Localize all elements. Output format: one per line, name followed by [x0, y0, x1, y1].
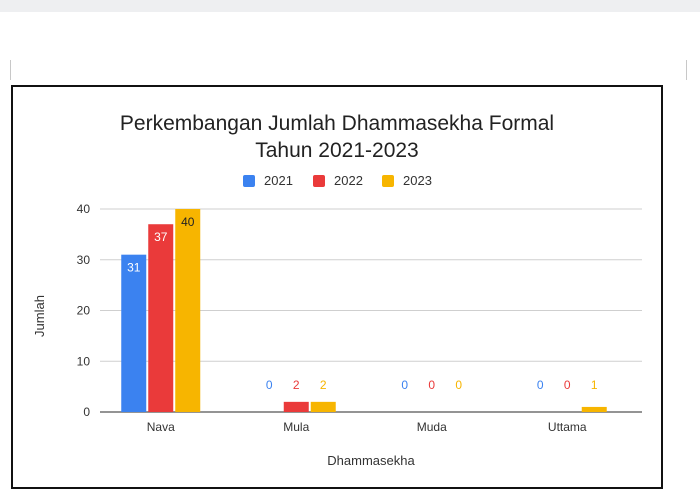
y-tick-label: 0	[83, 405, 90, 419]
y-tick-label: 40	[77, 202, 91, 216]
bar	[148, 224, 174, 412]
chart-frame[interactable]	[11, 85, 663, 489]
bar	[175, 209, 201, 412]
data-label: 40	[181, 215, 195, 229]
data-label: 2	[320, 378, 327, 392]
data-label: 0	[428, 378, 435, 392]
data-label: 31	[127, 261, 141, 275]
bar	[310, 401, 336, 412]
data-label: 0	[401, 378, 408, 392]
bar	[581, 406, 607, 412]
data-label: 0	[564, 378, 571, 392]
legend-swatch-2022	[313, 174, 325, 187]
x-tick-label: Muda	[417, 420, 447, 434]
chart-subtitle: Tahun 2021-2023	[255, 139, 419, 162]
page-corner-mark-left	[6, 60, 11, 80]
page-corner-mark-right	[686, 60, 691, 80]
data-label: 2	[293, 378, 300, 392]
bar	[283, 401, 309, 412]
legend-item-2022: 2022	[313, 173, 363, 188]
legend-label-2022: 2022	[334, 173, 363, 188]
data-label: 0	[537, 378, 544, 392]
window-top-strip	[0, 0, 700, 12]
x-tick-label: Uttama	[548, 420, 587, 434]
x-tick-label: Nava	[147, 420, 175, 434]
legend-swatch-2023	[382, 174, 394, 187]
bar	[121, 254, 147, 412]
data-label: 1	[591, 378, 598, 392]
x-tick-label: Mula	[283, 420, 309, 434]
y-tick-label: 30	[77, 253, 91, 267]
data-label: 37	[154, 230, 168, 244]
legend-swatch-2021	[243, 174, 255, 187]
data-label: 0	[266, 378, 273, 392]
y-axis-title: Jumlah	[32, 295, 47, 337]
x-axis-title: Dhammasekha	[327, 453, 415, 468]
legend-label-2023: 2023	[403, 173, 432, 188]
y-tick-label: 10	[77, 354, 91, 368]
chart-title: Perkembangan Jumlah Dhammasekha Formal	[119, 112, 555, 135]
y-tick-label: 20	[77, 304, 91, 318]
legend-label-2021: 2021	[264, 173, 293, 188]
data-label: 0	[455, 378, 462, 392]
legend-item-2023: 2023	[382, 173, 432, 188]
legend-item-2021: 2021	[243, 173, 293, 188]
